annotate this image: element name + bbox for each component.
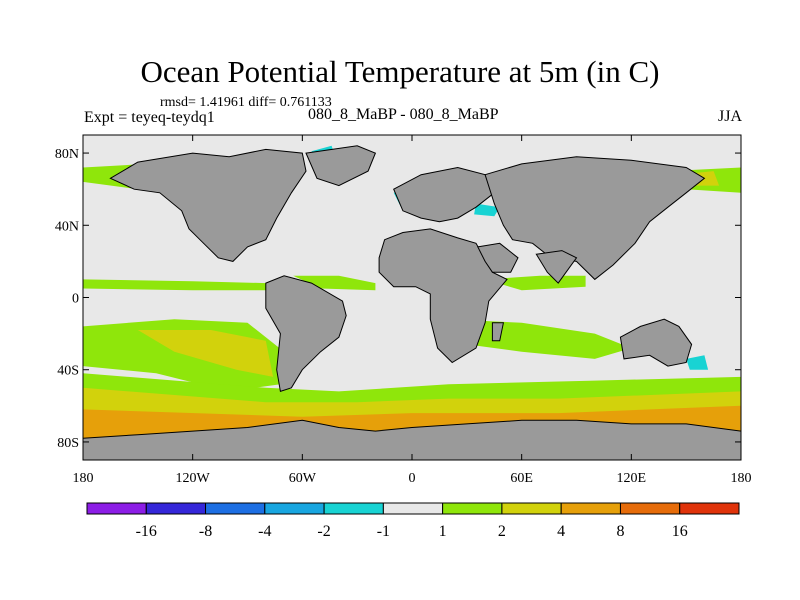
colorbar-label: -2 (317, 523, 330, 540)
colorbar-label: 8 (616, 523, 624, 540)
colorbar-label: -16 (136, 523, 157, 540)
colorbar-swatch (145, 502, 207, 515)
colorbar-swatch (619, 502, 681, 515)
colorbar-swatch (323, 502, 384, 515)
colorbar-swatch (382, 502, 444, 515)
colorbar-label: 1 (439, 523, 447, 540)
x-tick-label: 120W (176, 471, 211, 486)
temperature-region (83, 279, 266, 291)
land-africa (378, 228, 508, 364)
temperature-region (137, 330, 274, 377)
colorbar: -16 -8 -4 -2 -1 1 2 4 8 16 (86, 502, 740, 540)
colorbar-label: -8 (199, 523, 212, 540)
x-tick-label: 0 (409, 471, 416, 486)
colorbar-swatch (205, 502, 266, 515)
land-antarctica (83, 419, 741, 460)
land-india (535, 250, 578, 284)
land-south-america (265, 275, 347, 393)
land-arabia (477, 242, 519, 273)
y-tick-label: 80S (57, 436, 79, 451)
colorbar-label: -4 (258, 523, 271, 540)
colorbar-label: 4 (557, 523, 565, 540)
colorbar-label: 2 (498, 523, 506, 540)
stats-label: rmsd= 1.41961 diff= 0.761133 (160, 95, 332, 110)
map-axes: 180 120W 60W 0 60E 120E 180 80N 40N 0 40S 80S (55, 135, 752, 486)
x-tick-label: 60E (510, 471, 533, 486)
colorbar-label: 16 (672, 523, 688, 540)
chart-title: Ocean Potential Temperature at 5m (in C) (140, 54, 660, 89)
y-tick-label: 40S (57, 364, 79, 379)
x-tick-label: 180 (731, 471, 752, 486)
land-asia (484, 156, 706, 281)
land-greenland (305, 145, 377, 187)
experiment-label: Expt = teyeq-teydq1 (84, 109, 215, 126)
colorbar-swatch (560, 502, 621, 515)
colorbar-swatch (86, 502, 147, 515)
land-masses (83, 145, 741, 460)
x-tick-label: 120E (617, 471, 647, 486)
land-north-america (109, 148, 307, 262)
land-madagascar (491, 322, 505, 342)
temperature-region (686, 355, 709, 370)
season-label: JJA (717, 108, 742, 125)
colorbar-label: -1 (377, 523, 390, 540)
land-europe (393, 166, 495, 223)
y-tick-label: 0 (72, 292, 79, 307)
colorbar-swatch (679, 502, 740, 515)
colorbar-swatch (501, 502, 562, 515)
colorbar-swatch (442, 502, 503, 515)
x-tick-label: 180 (73, 471, 94, 486)
colorbar-swatch (264, 502, 325, 515)
comparison-label: 080_8_MaBP - 080_8_MaBP (308, 106, 499, 123)
temperature-region (474, 203, 500, 217)
y-tick-label: 40N (55, 219, 79, 234)
temperature-region (293, 275, 376, 291)
y-tick-label: 80N (55, 147, 79, 162)
x-tick-label: 60W (289, 471, 317, 486)
land-australia (619, 318, 693, 367)
